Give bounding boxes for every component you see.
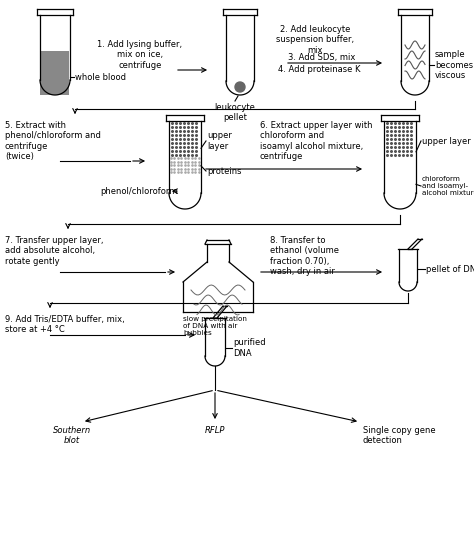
Text: pellet of DNA: pellet of DNA — [426, 264, 474, 274]
Text: slow precipitation
of DNA with air
bubbles: slow precipitation of DNA with air bubbl… — [183, 316, 247, 336]
Text: 1. Add lysing buffer,
mix on ice,
centrifuge: 1. Add lysing buffer, mix on ice, centri… — [98, 40, 182, 70]
Text: 6. Extract upper layer with
chloroform and
isoamyl alcohol mixture,
centrifuge: 6. Extract upper layer with chloroform a… — [260, 121, 373, 161]
Bar — [40, 51, 70, 95]
Text: whole blood: whole blood — [75, 73, 126, 81]
Text: 8. Transfer to
ethanol (volume
fraction 0.70),
wash, dry in air: 8. Transfer to ethanol (volume fraction … — [270, 236, 339, 276]
Text: upper layer: upper layer — [422, 137, 471, 145]
Text: 9. Add Tris/EDTA buffer, mix,
store at +4 °C: 9. Add Tris/EDTA buffer, mix, store at +… — [5, 315, 125, 334]
Text: sample
becomes
viscous: sample becomes viscous — [435, 50, 473, 80]
Text: chloroform
and isoamyl-
alcohol mixture: chloroform and isoamyl- alcohol mixture — [422, 176, 474, 196]
Text: leukocyte
pellet: leukocyte pellet — [215, 103, 255, 122]
Text: Southern
blot: Southern blot — [53, 426, 91, 446]
Bar — [384, 172, 416, 209]
Text: 2. Add leukocyte
suspension buffer,
mix: 2. Add leukocyte suspension buffer, mix — [276, 25, 354, 55]
Text: 7. Transfer upper layer,
add absolute alcohol,
rotate gently: 7. Transfer upper layer, add absolute al… — [5, 236, 103, 266]
Text: upper
layer: upper layer — [207, 131, 232, 151]
Text: proteins: proteins — [207, 166, 241, 176]
Text: 4. Add proteinase K: 4. Add proteinase K — [278, 65, 361, 74]
Text: 3. Add SDS, mix: 3. Add SDS, mix — [288, 53, 356, 62]
Bar — [384, 121, 416, 158]
Bar — [170, 121, 201, 156]
Circle shape — [235, 82, 245, 92]
Bar — [170, 156, 201, 176]
Text: Single copy gene
detection: Single copy gene detection — [363, 426, 436, 446]
Text: RFLP: RFLP — [205, 426, 225, 435]
Text: 5. Extract with
phenol/chloroform and
centrifuge
(twice): 5. Extract with phenol/chloroform and ce… — [5, 121, 101, 161]
Text: purified
DNA: purified DNA — [233, 338, 265, 358]
Text: phenol/chloroform: phenol/chloroform — [100, 186, 177, 196]
Bar — [170, 176, 201, 209]
